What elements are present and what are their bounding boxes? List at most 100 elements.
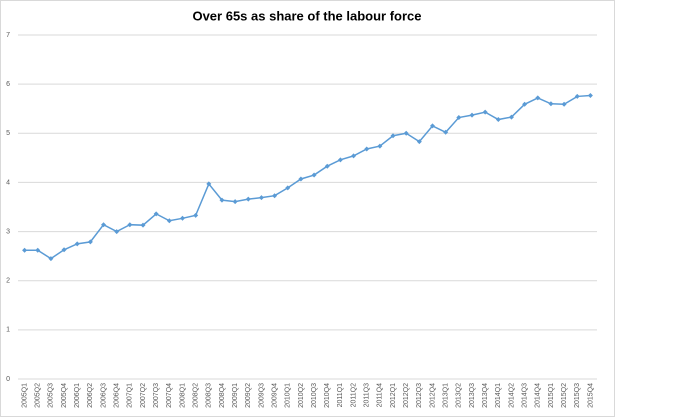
x-tick-label: 2007Q3 [153, 383, 160, 408]
x-tick-label: 2015Q3 [574, 383, 581, 408]
data-point [508, 114, 514, 120]
data-point [114, 229, 120, 235]
x-tick-label: 2005Q4 [61, 383, 68, 408]
x-tick-label: 2006Q3 [100, 383, 107, 408]
data-point [298, 176, 304, 182]
x-tick-label: 2015Q4 [587, 383, 594, 408]
data-line [24, 94, 591, 260]
x-tick-label: 2009Q2 [245, 383, 252, 408]
data-point [245, 196, 251, 202]
x-tick-label: 2006Q2 [87, 383, 94, 408]
y-tick-label: 5 [6, 130, 10, 137]
x-tick-label: 2011Q2 [350, 383, 357, 407]
x-tick-label: 2005Q3 [48, 383, 55, 408]
x-tick-label: 2013Q3 [469, 383, 476, 408]
x-tick-label: 2015Q1 [548, 383, 555, 408]
x-tick-label: 2014Q3 [521, 383, 528, 408]
data-point [430, 123, 436, 129]
data-point [403, 130, 409, 136]
x-tick-label: 2007Q4 [166, 383, 173, 408]
data-point [22, 247, 28, 253]
x-tick-label: 2012Q2 [403, 383, 410, 408]
y-tick-label: 4 [6, 179, 10, 186]
data-point [587, 92, 593, 98]
data-point [469, 112, 475, 118]
chart-title: Over 65s as share of the labour force [192, 8, 421, 23]
data-point [311, 172, 317, 178]
data-point [364, 146, 370, 152]
y-tick-label: 1 [6, 327, 10, 334]
x-tick-label: 2014Q1 [495, 383, 502, 408]
data-point [101, 222, 107, 228]
x-tick-label: 2005Q2 [35, 383, 42, 408]
x-tick-label: 2006Q1 [74, 383, 81, 408]
x-tick-label: 2010Q4 [324, 383, 331, 408]
x-tick-label: 2014Q4 [535, 383, 542, 408]
x-tick-label: 2005Q1 [21, 383, 28, 408]
chart-border [0, 0, 615, 417]
x-tick-label: 2014Q2 [508, 383, 515, 408]
x-tick-label: 2012Q1 [390, 383, 397, 408]
x-tick-label: 2008Q2 [192, 383, 199, 408]
data-point [193, 212, 199, 218]
data-point [337, 157, 343, 163]
data-point [206, 181, 212, 187]
data-point [390, 133, 396, 139]
x-tick-label: 2013Q1 [443, 383, 450, 408]
x-tick-label: 2007Q2 [140, 383, 147, 408]
data-point [574, 93, 580, 99]
x-tick-label: 2008Q4 [219, 383, 226, 408]
y-tick-label: 3 [6, 228, 10, 235]
data-point [166, 218, 172, 224]
x-tick-label: 2009Q1 [232, 383, 239, 408]
data-point [232, 199, 238, 205]
x-tick-label: 2009Q4 [271, 383, 278, 408]
data-point [548, 101, 554, 107]
data-point [87, 239, 93, 245]
x-tick-label: 2006Q4 [114, 383, 121, 408]
data-point [416, 139, 422, 145]
data-point [179, 215, 185, 221]
x-tick-label: 2008Q3 [206, 383, 213, 408]
data-point [561, 101, 567, 107]
data-point [495, 117, 501, 123]
data-point [140, 222, 146, 228]
data-point [456, 115, 462, 121]
x-tick-label: 2010Q3 [311, 383, 318, 408]
y-tick-label: 2 [6, 278, 10, 285]
y-tick-label: 7 [6, 32, 10, 39]
data-point [127, 222, 133, 228]
data-point [35, 247, 41, 253]
data-point [522, 101, 528, 107]
data-point [48, 256, 54, 262]
x-tick-label: 2011Q4 [377, 383, 384, 407]
data-point [535, 95, 541, 101]
y-tick-label: 0 [6, 376, 10, 383]
x-tick-label: 2011Q1 [337, 383, 344, 407]
data-point [285, 185, 291, 191]
x-tick-label: 2015Q2 [561, 383, 568, 408]
data-point [153, 211, 159, 217]
x-tick-label: 2008Q1 [179, 383, 186, 408]
data-point [482, 109, 488, 115]
x-tick-label: 2012Q4 [429, 383, 436, 408]
data-point [351, 153, 357, 159]
x-tick-label: 2011Q3 [364, 383, 371, 407]
x-tick-label: 2012Q3 [416, 383, 423, 408]
x-tick-label: 2010Q1 [285, 383, 292, 408]
data-point [74, 241, 80, 247]
data-point [443, 129, 449, 135]
data-point [219, 197, 225, 203]
data-point [272, 193, 278, 199]
data-point [258, 195, 264, 201]
x-tick-label: 2013Q4 [482, 383, 489, 408]
y-tick-label: 6 [6, 81, 10, 88]
data-point [61, 247, 67, 253]
data-point [377, 143, 383, 149]
x-tick-label: 2010Q2 [298, 383, 305, 408]
x-tick-label: 2007Q1 [127, 383, 134, 408]
data-point [324, 163, 330, 169]
x-tick-label: 2013Q2 [456, 383, 463, 408]
x-tick-label: 2009Q3 [258, 383, 265, 408]
